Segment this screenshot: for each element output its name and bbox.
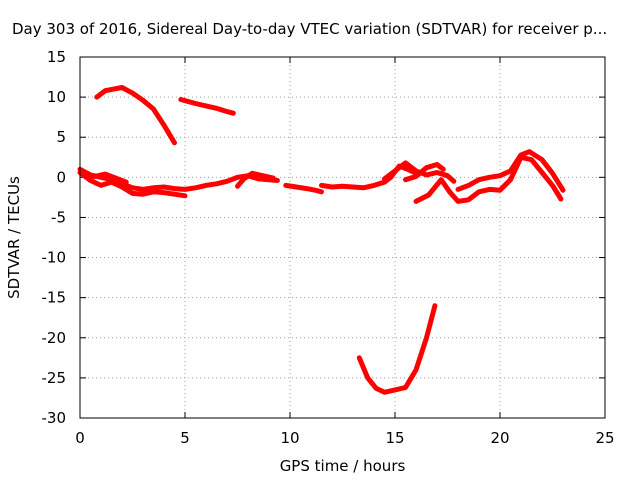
grid — [80, 57, 605, 418]
series-arc-12 — [455, 149, 566, 193]
series-arc-7 — [283, 182, 324, 195]
y-tick-label: -15 — [42, 289, 67, 307]
series-arc-5 — [81, 171, 129, 185]
series-arc-3 — [77, 166, 280, 192]
x-axis-label: GPS time / hours — [280, 457, 406, 475]
y-tick-label: -30 — [42, 409, 67, 427]
x-tick-label: 0 — [75, 429, 85, 447]
y-tick-label: -20 — [42, 329, 67, 347]
y-axis-label: SDTVAR / TECUs — [5, 176, 23, 299]
chart-title: Day 303 of 2016, Sidereal Day-to-day VTE… — [12, 20, 607, 38]
plot-frame — [79, 56, 606, 419]
series-arc-2 — [178, 97, 236, 116]
x-tick-label: 10 — [280, 429, 299, 447]
series-arc-13 — [356, 303, 438, 395]
y-tick-label: -10 — [42, 249, 67, 267]
series-arc-11 — [413, 154, 564, 204]
x-tick-label: 20 — [490, 429, 509, 447]
axis-ticks: 0 5 10 15 20 25 15 10 5 0 -5 -10 -15 -20 -25 -30 — [42, 48, 615, 447]
series-arc-6 — [235, 170, 276, 189]
y-tick-label: -25 — [42, 369, 67, 387]
x-tick-label: 25 — [595, 429, 614, 447]
data-series — [77, 85, 566, 395]
x-tick-label: 15 — [385, 429, 404, 447]
y-tick-label: 10 — [47, 88, 66, 106]
series-arc-10 — [403, 162, 446, 183]
y-tick-label: 15 — [47, 48, 66, 66]
x-tick-label: 5 — [180, 429, 190, 447]
y-tick-label: 5 — [56, 128, 66, 146]
series-arc-4 — [77, 170, 188, 199]
y-tick-label: -5 — [51, 208, 66, 226]
y-tick-label: 0 — [56, 168, 66, 186]
series-arc-1 — [94, 85, 177, 146]
